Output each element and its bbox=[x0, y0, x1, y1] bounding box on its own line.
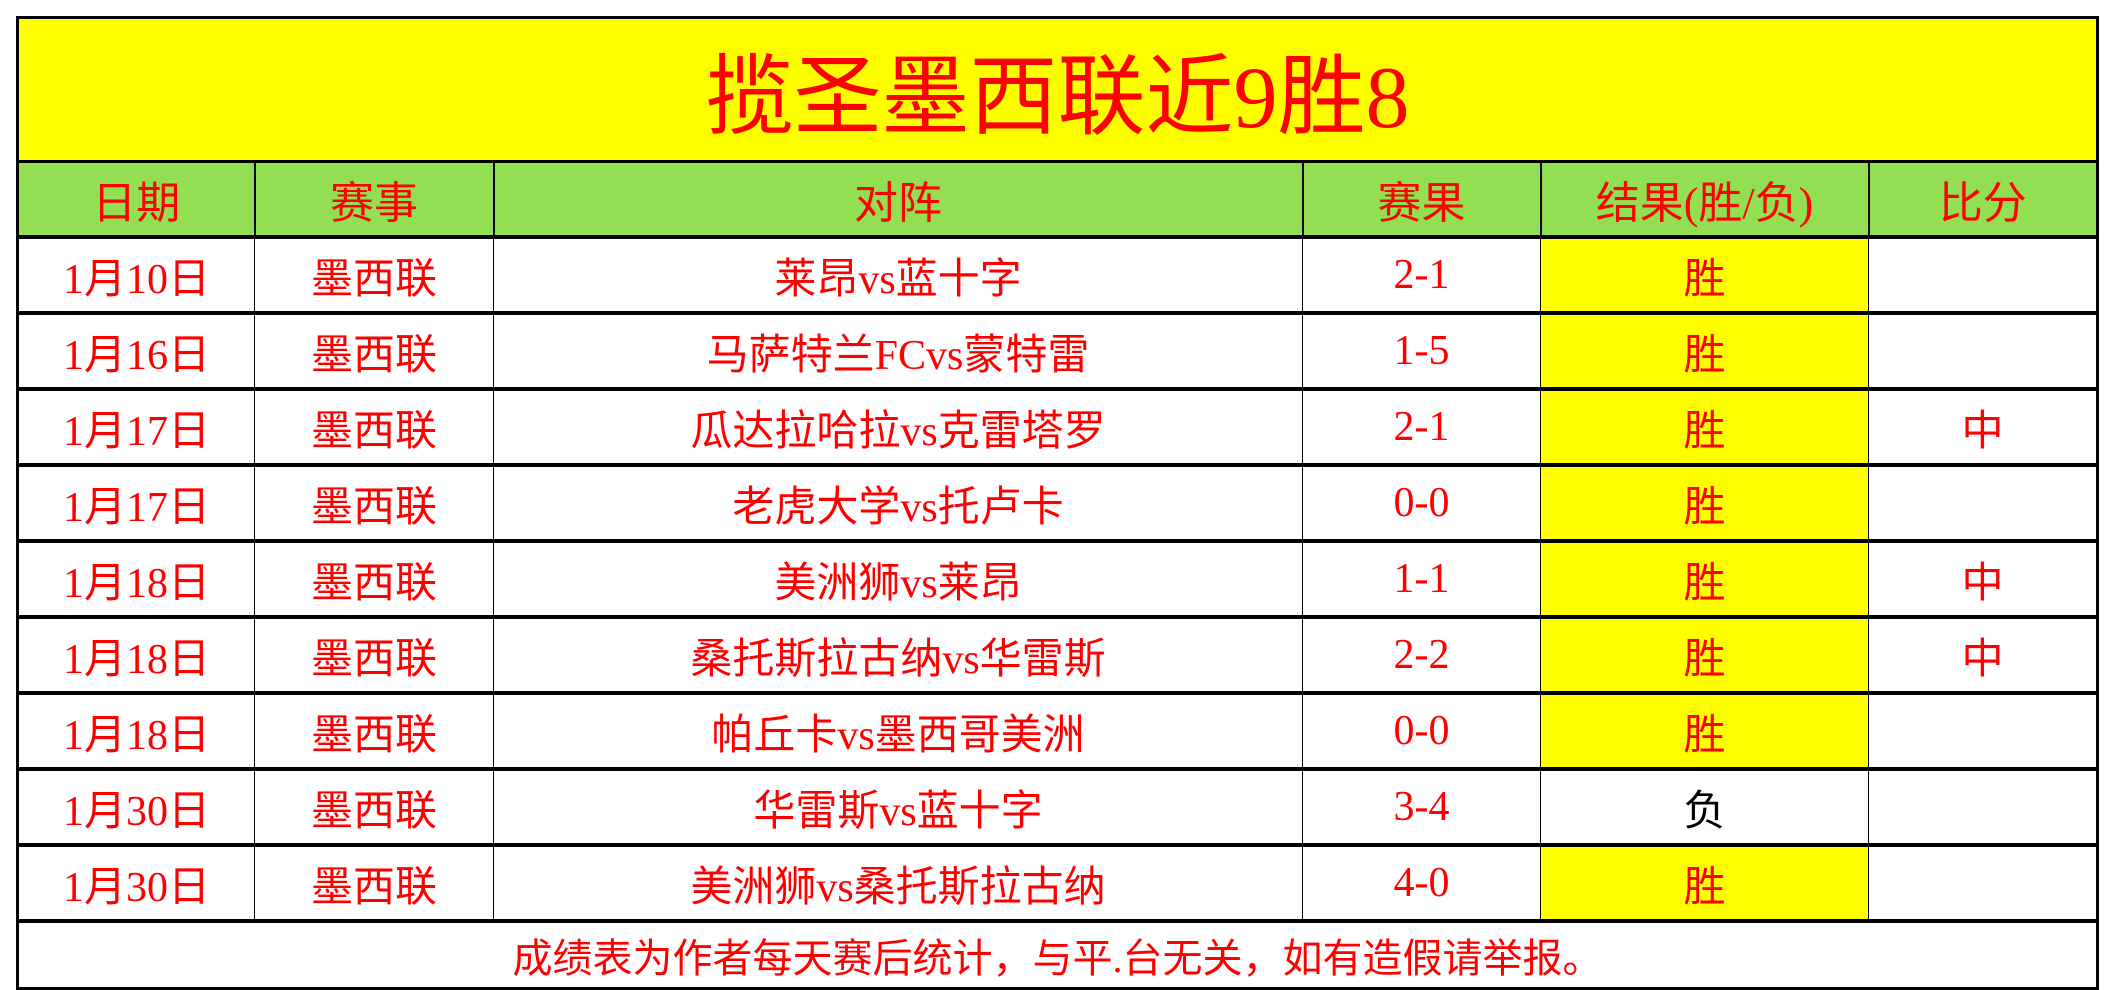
cell-bifen bbox=[1867, 844, 2099, 923]
table-row: 1月18日 墨西联 帕丘卡vs墨西哥美洲 0-0 胜 bbox=[17, 692, 2099, 771]
cell-match: 美洲狮vs桑托斯拉古纳 bbox=[493, 844, 1303, 923]
cell-score: 3-4 bbox=[1302, 768, 1541, 847]
table-title: 揽圣墨西联近9胜8 bbox=[15, 16, 2100, 163]
cell-date: 1月17日 bbox=[17, 464, 255, 543]
cell-score: 2-2 bbox=[1302, 616, 1541, 695]
cell-date: 1月18日 bbox=[17, 616, 255, 695]
cell-score: 1-5 bbox=[1302, 312, 1541, 391]
header-row: 日期 赛事 对阵 赛果 结果(胜/负) 比分 bbox=[16, 160, 2099, 239]
header-date: 日期 bbox=[16, 160, 256, 239]
header-league: 赛事 bbox=[253, 160, 495, 239]
table-row: 1月18日 墨西联 桑托斯拉古纳vs华雷斯 2-2 胜中 bbox=[17, 616, 2099, 695]
cell-league: 墨西联 bbox=[254, 616, 494, 695]
cell-league: 墨西联 bbox=[254, 692, 494, 771]
cell-bifen bbox=[1867, 312, 2099, 391]
cell-bifen: 中 bbox=[1867, 616, 2099, 695]
table-row: 1月17日 墨西联 老虎大学vs托卢卡 0-0 胜 bbox=[17, 464, 2099, 543]
cell-score: 0-0 bbox=[1302, 692, 1541, 771]
cell-league: 墨西联 bbox=[254, 312, 494, 391]
results-table: 揽圣墨西联近9胜8 日期 赛事 对阵 赛果 结果(胜/负) 比分 1月10日 墨西… bbox=[15, 16, 2100, 990]
cell-score: 4-0 bbox=[1302, 844, 1541, 923]
cell-match: 莱昂vs蓝十字 bbox=[493, 236, 1303, 315]
cell-result: 负 bbox=[1540, 768, 1869, 847]
header-match: 对阵 bbox=[492, 160, 1304, 239]
header-bifen: 比分 bbox=[1867, 160, 2099, 239]
cell-result: 胜 bbox=[1540, 844, 1869, 923]
cell-bifen bbox=[1867, 768, 2099, 847]
footer-row: 成绩表为作者每天赛后统计，与平.台无关，如有造假请举报。 bbox=[15, 919, 2100, 990]
table-row: 1月30日 墨西联 华雷斯vs蓝十字 3-4 负 bbox=[17, 768, 2099, 847]
cell-date: 1月18日 bbox=[17, 692, 255, 771]
cell-bifen bbox=[1867, 236, 2099, 315]
cell-league: 墨西联 bbox=[254, 236, 494, 315]
cell-match: 华雷斯vs蓝十字 bbox=[493, 768, 1303, 847]
cell-score: 2-1 bbox=[1302, 388, 1541, 467]
header-score: 赛果 bbox=[1301, 160, 1542, 239]
cell-bifen: 中 bbox=[1867, 540, 2099, 619]
cell-league: 墨西联 bbox=[254, 388, 494, 467]
table-row: 1月18日 墨西联 美洲狮vs莱昂 1-1 胜中 bbox=[17, 540, 2099, 619]
cell-result: 胜 bbox=[1540, 464, 1869, 543]
cell-match: 帕丘卡vs墨西哥美洲 bbox=[493, 692, 1303, 771]
cell-match: 瓜达拉哈拉vs克雷塔罗 bbox=[493, 388, 1303, 467]
table-row: 1月30日 墨西联 美洲狮vs桑托斯拉古纳 4-0 胜 bbox=[17, 844, 2099, 923]
cell-league: 墨西联 bbox=[254, 464, 494, 543]
cell-result: 胜 bbox=[1540, 388, 1869, 467]
header-result: 结果(胜/负) bbox=[1539, 160, 1870, 239]
table-row: 1月10日 墨西联 莱昂vs蓝十字 2-1 胜 bbox=[17, 236, 2099, 315]
cell-league: 墨西联 bbox=[254, 768, 494, 847]
cell-match: 美洲狮vs莱昂 bbox=[493, 540, 1303, 619]
cell-score: 1-1 bbox=[1302, 540, 1541, 619]
title-row: 揽圣墨西联近9胜8 bbox=[15, 16, 2100, 163]
cell-league: 墨西联 bbox=[254, 844, 494, 923]
table-row: 1月17日 墨西联 瓜达拉哈拉vs克雷塔罗 2-1 胜中 bbox=[17, 388, 2099, 467]
cell-date: 1月16日 bbox=[17, 312, 255, 391]
table-row: 1月16日 墨西联 马萨特兰FCvs蒙特雷 1-5 胜 bbox=[17, 312, 2099, 391]
cell-bifen bbox=[1867, 692, 2099, 771]
cell-result: 胜 bbox=[1540, 236, 1869, 315]
footer-note: 成绩表为作者每天赛后统计，与平.台无关，如有造假请举报。 bbox=[15, 919, 2100, 990]
cell-result: 胜 bbox=[1540, 692, 1869, 771]
cell-match: 马萨特兰FCvs蒙特雷 bbox=[493, 312, 1303, 391]
cell-score: 2-1 bbox=[1302, 236, 1541, 315]
cell-result: 胜 bbox=[1540, 616, 1869, 695]
cell-result: 胜 bbox=[1540, 540, 1869, 619]
cell-date: 1月18日 bbox=[17, 540, 255, 619]
cell-date: 1月10日 bbox=[17, 236, 255, 315]
cell-date: 1月17日 bbox=[17, 388, 255, 467]
cell-date: 1月30日 bbox=[17, 768, 255, 847]
cell-score: 0-0 bbox=[1302, 464, 1541, 543]
cell-league: 墨西联 bbox=[254, 540, 494, 619]
cell-date: 1月30日 bbox=[17, 844, 255, 923]
cell-match: 老虎大学vs托卢卡 bbox=[493, 464, 1303, 543]
cell-result: 胜 bbox=[1540, 312, 1869, 391]
cell-bifen: 中 bbox=[1867, 388, 2099, 467]
cell-bifen bbox=[1867, 464, 2099, 543]
cell-match: 桑托斯拉古纳vs华雷斯 bbox=[493, 616, 1303, 695]
